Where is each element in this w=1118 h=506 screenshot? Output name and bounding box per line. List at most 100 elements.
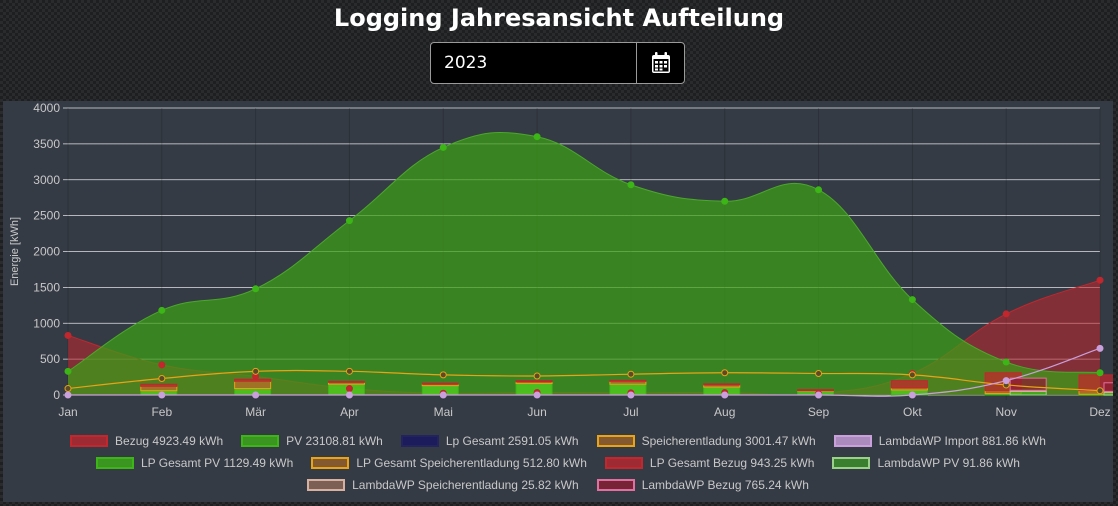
legend-swatch — [241, 435, 280, 447]
legend-swatch — [400, 435, 439, 447]
data-point — [908, 296, 916, 304]
bar — [797, 389, 835, 392]
data-point — [721, 391, 729, 399]
legend-label: PV 23108.81 kWh — [286, 434, 383, 448]
legend-row: LambdaWP Speicherentladung 25.82 kWh Lamb… — [3, 474, 1113, 496]
bar — [140, 383, 178, 387]
legend-item[interactable]: LambdaWP PV 91.86 kWh — [832, 456, 1020, 470]
data-point — [439, 143, 447, 151]
bar — [1009, 390, 1047, 396]
data-point — [721, 197, 729, 205]
x-tick-label: Okt — [903, 405, 922, 419]
data-point — [439, 371, 447, 379]
data-point — [158, 374, 166, 382]
energy-chart: 0 500 1000 1500 2000 2500 3000 3500 4000 Jan Feb Mä… — [9, 101, 1113, 419]
legend-item[interactable]: LambdaWP Import 881.86 kWh — [833, 434, 1046, 448]
data-point — [815, 369, 823, 377]
legend-label: LP Gesamt Speicherentladung 512.80 kWh — [356, 456, 587, 470]
x-tick-label: Apr — [340, 405, 359, 419]
bar — [327, 380, 365, 383]
y-axis-label: Energie [kWh] — [9, 217, 21, 286]
legend-item[interactable]: LP Gesamt PV 1129.49 kWh — [96, 456, 293, 470]
data-point — [1096, 276, 1104, 284]
y-tick-label: 3500 — [33, 137, 60, 151]
data-point — [627, 370, 635, 378]
legend-label: Lp Gesamt 2591.05 kWh — [445, 434, 579, 448]
x-tick-label: Aug — [714, 405, 735, 419]
bar — [1009, 377, 1047, 391]
bar — [515, 380, 553, 383]
data-point — [158, 306, 166, 314]
legend-label: LambdaWP PV 91.86 kWh — [877, 456, 1020, 470]
legend-item[interactable]: Speicherentladung 3001.47 kWh — [596, 434, 816, 448]
legend-item[interactable]: Bezug 4923.49 kWh — [70, 434, 223, 448]
data-point — [64, 367, 72, 375]
data-point — [533, 133, 541, 141]
legend-item[interactable]: LP Gesamt Speicherentladung 512.80 kWh — [311, 456, 587, 470]
y-tick-label: 2500 — [33, 209, 60, 223]
y-tick-label: 1000 — [33, 316, 60, 330]
data-point — [158, 361, 166, 369]
bar — [421, 382, 459, 385]
x-tick-label: Mai — [434, 405, 453, 419]
legend-item[interactable]: PV 23108.81 kWh — [241, 434, 383, 448]
y-tick-label: 4000 — [33, 101, 60, 115]
legend-item[interactable]: Lp Gesamt 2591.05 kWh — [400, 434, 579, 448]
series-line — [67, 369, 1101, 392]
legend-label: LambdaWP Speicherentladung 25.82 kWh — [352, 478, 579, 492]
data-point — [721, 369, 729, 377]
legend-swatch — [596, 435, 635, 447]
legend-item[interactable]: LP Gesamt Bezug 943.25 kWh — [604, 456, 814, 470]
calendar-button[interactable] — [636, 42, 685, 84]
bar — [234, 380, 272, 390]
y-tick-label: 3000 — [33, 173, 60, 187]
chart-legend: Bezug 4923.49 kWh PV 23108.81 kWh Lp Gesam… — [3, 430, 1113, 496]
y-tick-label: 1500 — [33, 280, 60, 294]
bar — [890, 380, 928, 389]
legend-item[interactable]: LambdaWP Speicherentladung 25.82 kWh — [307, 478, 579, 492]
data-point — [252, 391, 260, 399]
x-tick-label: Jun — [527, 405, 546, 419]
legend-label: Speicherentladung 3001.47 kWh — [641, 434, 816, 448]
data-point — [345, 385, 353, 393]
data-point — [1096, 344, 1104, 352]
y-tick-label: 500 — [40, 352, 60, 366]
x-tick-label: Jul — [623, 405, 638, 419]
data-point — [345, 367, 353, 375]
x-tick-label: Sep — [808, 405, 830, 419]
legend-label: LambdaWP Bezug 765.24 kWh — [641, 478, 809, 492]
bar — [1103, 382, 1113, 392]
legend-swatch — [311, 457, 350, 469]
data-point — [627, 181, 635, 189]
data-point — [815, 186, 823, 194]
data-point — [252, 285, 260, 293]
x-tick-label: Jan — [58, 405, 77, 419]
data-point — [533, 372, 541, 380]
legend-swatch — [70, 435, 109, 447]
legend-row: LP Gesamt PV 1129.49 kWh LP Gesamt Speich… — [3, 452, 1113, 474]
data-point — [1002, 377, 1010, 385]
data-point — [345, 391, 353, 399]
y-tick-label: 0 — [53, 388, 60, 402]
data-point — [439, 391, 447, 399]
bar — [1103, 391, 1113, 396]
legend-row: Bezug 4923.49 kWh PV 23108.81 kWh Lp Gesam… — [3, 430, 1113, 452]
y-tick-label: 2000 — [33, 245, 60, 259]
legend-label: LambdaWP Import 881.86 kWh — [878, 434, 1046, 448]
x-tick-label: Feb — [151, 405, 172, 419]
bar — [140, 385, 178, 392]
legend-label: Bezug 4923.49 kWh — [115, 434, 224, 448]
data-point — [1002, 358, 1010, 366]
legend-item[interactable]: LambdaWP Bezug 765.24 kWh — [596, 478, 809, 492]
bar — [703, 383, 741, 386]
chart-panel: 0 500 1000 1500 2000 2500 3000 3500 4000 Jan Feb Mä… — [3, 101, 1113, 502]
data-point — [1096, 369, 1104, 377]
data-point — [158, 391, 166, 399]
bar — [609, 379, 647, 382]
data-point — [345, 217, 353, 225]
page-title: Logging Jahresansicht Aufteilung — [333, 4, 785, 32]
data-point — [64, 385, 72, 393]
year-input[interactable] — [430, 42, 637, 84]
data-point — [908, 371, 916, 379]
data-point — [252, 367, 260, 375]
